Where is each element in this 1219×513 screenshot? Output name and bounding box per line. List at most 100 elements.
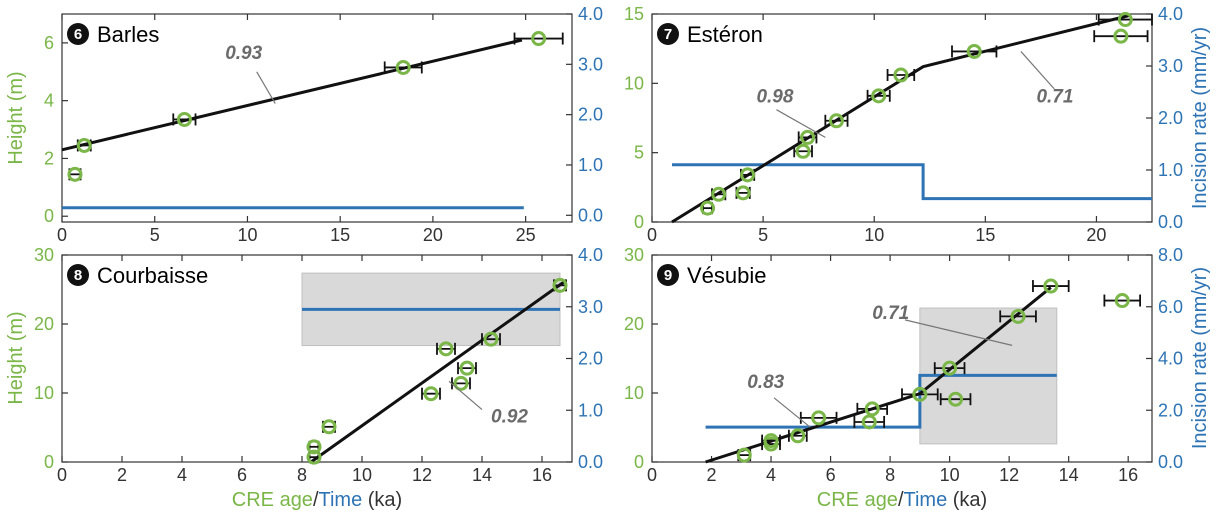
data-point — [481, 331, 501, 347]
point-marker — [1043, 278, 1059, 294]
x-axis-label-part: (ka) — [947, 489, 987, 511]
y-tick-label: 20 — [34, 314, 54, 334]
data-point — [933, 360, 966, 376]
data-point — [76, 137, 92, 153]
x-tick-label: 12 — [999, 465, 1019, 485]
point-marker — [736, 447, 752, 463]
panel-estron: 0 5 10 15 20 0 5 10 15 0.0 1.0 2.0 3.0 4.0 0.98 0.71 7 Es… — [624, 4, 1183, 245]
data-point — [711, 186, 727, 202]
x-tick-label: 2 — [117, 465, 127, 485]
fit-line — [671, 13, 1131, 224]
panel-title: Courbaisse — [97, 263, 208, 288]
x-tick-label: 0 — [647, 225, 657, 245]
x-axis-label-part: / — [898, 489, 904, 511]
point-marker — [306, 439, 322, 455]
data-point — [788, 428, 808, 444]
annotation-leader — [776, 109, 826, 138]
y2-tick-label: 2.0 — [1158, 108, 1183, 128]
panel-number-badge — [67, 264, 89, 286]
data-point — [513, 31, 564, 47]
slope-annotation: 0.92 — [491, 407, 528, 428]
y-tick-label: 5 — [634, 143, 644, 163]
y-tick-label: 10 — [624, 383, 644, 403]
x-tick-label: 15 — [330, 225, 350, 245]
panel-number: 7 — [664, 26, 672, 43]
point-marker — [800, 129, 816, 145]
point-marker — [948, 391, 964, 407]
point-marker — [1114, 293, 1130, 309]
slope-annotation: 0.83 — [747, 372, 784, 393]
x-tick-label: 5 — [758, 225, 768, 245]
y-tick-label: 2 — [44, 148, 54, 168]
annotation-leader — [1020, 51, 1055, 90]
y-tick-label: 30 — [624, 245, 644, 265]
y-tick-label: 0 — [634, 452, 644, 472]
x-tick-label: 8 — [885, 465, 895, 485]
y-tick-label: 4 — [44, 91, 54, 111]
data-point — [735, 185, 751, 201]
data-point — [939, 391, 972, 407]
data-point — [1103, 293, 1141, 309]
point-marker — [861, 414, 877, 430]
y2-tick-label: 3.0 — [1158, 56, 1183, 76]
y2-tick-label: 4.0 — [1158, 4, 1183, 24]
slope-annotation: 0.71 — [1036, 87, 1073, 108]
data-point — [901, 386, 939, 402]
x-tick-label: 10 — [352, 465, 372, 485]
x-tick-label: 16 — [532, 465, 552, 485]
point-marker — [735, 185, 751, 201]
data-point — [1093, 28, 1149, 44]
data-point — [306, 449, 322, 465]
data-point — [799, 410, 838, 426]
x-tick-label: 20 — [423, 225, 443, 245]
y2-tick-label: 1.0 — [578, 155, 603, 175]
annotation-leader — [904, 319, 1013, 346]
y2-tick-label: 6.0 — [1158, 297, 1183, 317]
panel-title: Estéron — [687, 22, 763, 47]
data-point — [321, 419, 337, 435]
panel-number: 6 — [74, 26, 82, 43]
point-marker — [893, 67, 909, 83]
point-marker — [912, 386, 928, 402]
y2-tick-label: 0.0 — [578, 205, 603, 225]
x-tick-label: 12 — [412, 465, 432, 485]
point-marker — [828, 113, 844, 129]
y-tick-label: 0 — [44, 452, 54, 472]
y-tick-label: 10 — [624, 73, 644, 93]
y2-tick-label: 2.0 — [1158, 400, 1183, 420]
fit-line — [310, 279, 567, 464]
data-point — [951, 43, 998, 59]
data-point — [700, 200, 716, 216]
x-tick-label: 8 — [297, 465, 307, 485]
point-marker — [483, 331, 499, 347]
x-tick-label: 14 — [1059, 465, 1079, 485]
data-point — [383, 59, 423, 75]
annotation-leader — [448, 380, 483, 411]
point-marker — [321, 419, 337, 435]
x-axis-label-part: Time — [904, 489, 948, 511]
data-point — [866, 88, 891, 104]
panel-number: 9 — [664, 267, 672, 284]
slope-annotation: 0.93 — [225, 43, 262, 64]
point-marker — [531, 31, 547, 47]
panel-barles: 0 5 10 15 20 25 0 2 4 6 0.0 1.0 2.0 3.0 4.0 0.93 6 Barles — [44, 4, 603, 245]
x-axis-label-part: CRE age — [232, 489, 313, 511]
point-marker — [966, 43, 982, 59]
data-point — [886, 67, 916, 83]
incision-rate-axis-label: Incision rate (mm/yr) — [1189, 267, 1211, 449]
data-point — [457, 360, 477, 376]
x-tick-label: 16 — [1118, 465, 1138, 485]
slope-annotation: 0.98 — [756, 87, 793, 108]
data-point — [856, 401, 889, 417]
x-tick-label: 20 — [1086, 225, 1106, 245]
y2-tick-label: 4.0 — [578, 4, 603, 24]
point-marker — [740, 167, 756, 183]
y2-tick-label: 1.0 — [1158, 160, 1183, 180]
y2-tick-label: 2.0 — [578, 105, 603, 125]
x-tick-label: 0 — [57, 465, 67, 485]
slope-annotation: 0.71 — [872, 303, 909, 324]
data-point — [853, 414, 886, 430]
panel-courbaisse: 0 2 4 6 8 10 12 14 16 0 10 20 30 0.0 1.0 2.0 3.0 4.0 0.92 8… — [34, 245, 603, 511]
x-tick-label: 10 — [237, 225, 257, 245]
x-tick-label: 0 — [57, 225, 67, 245]
